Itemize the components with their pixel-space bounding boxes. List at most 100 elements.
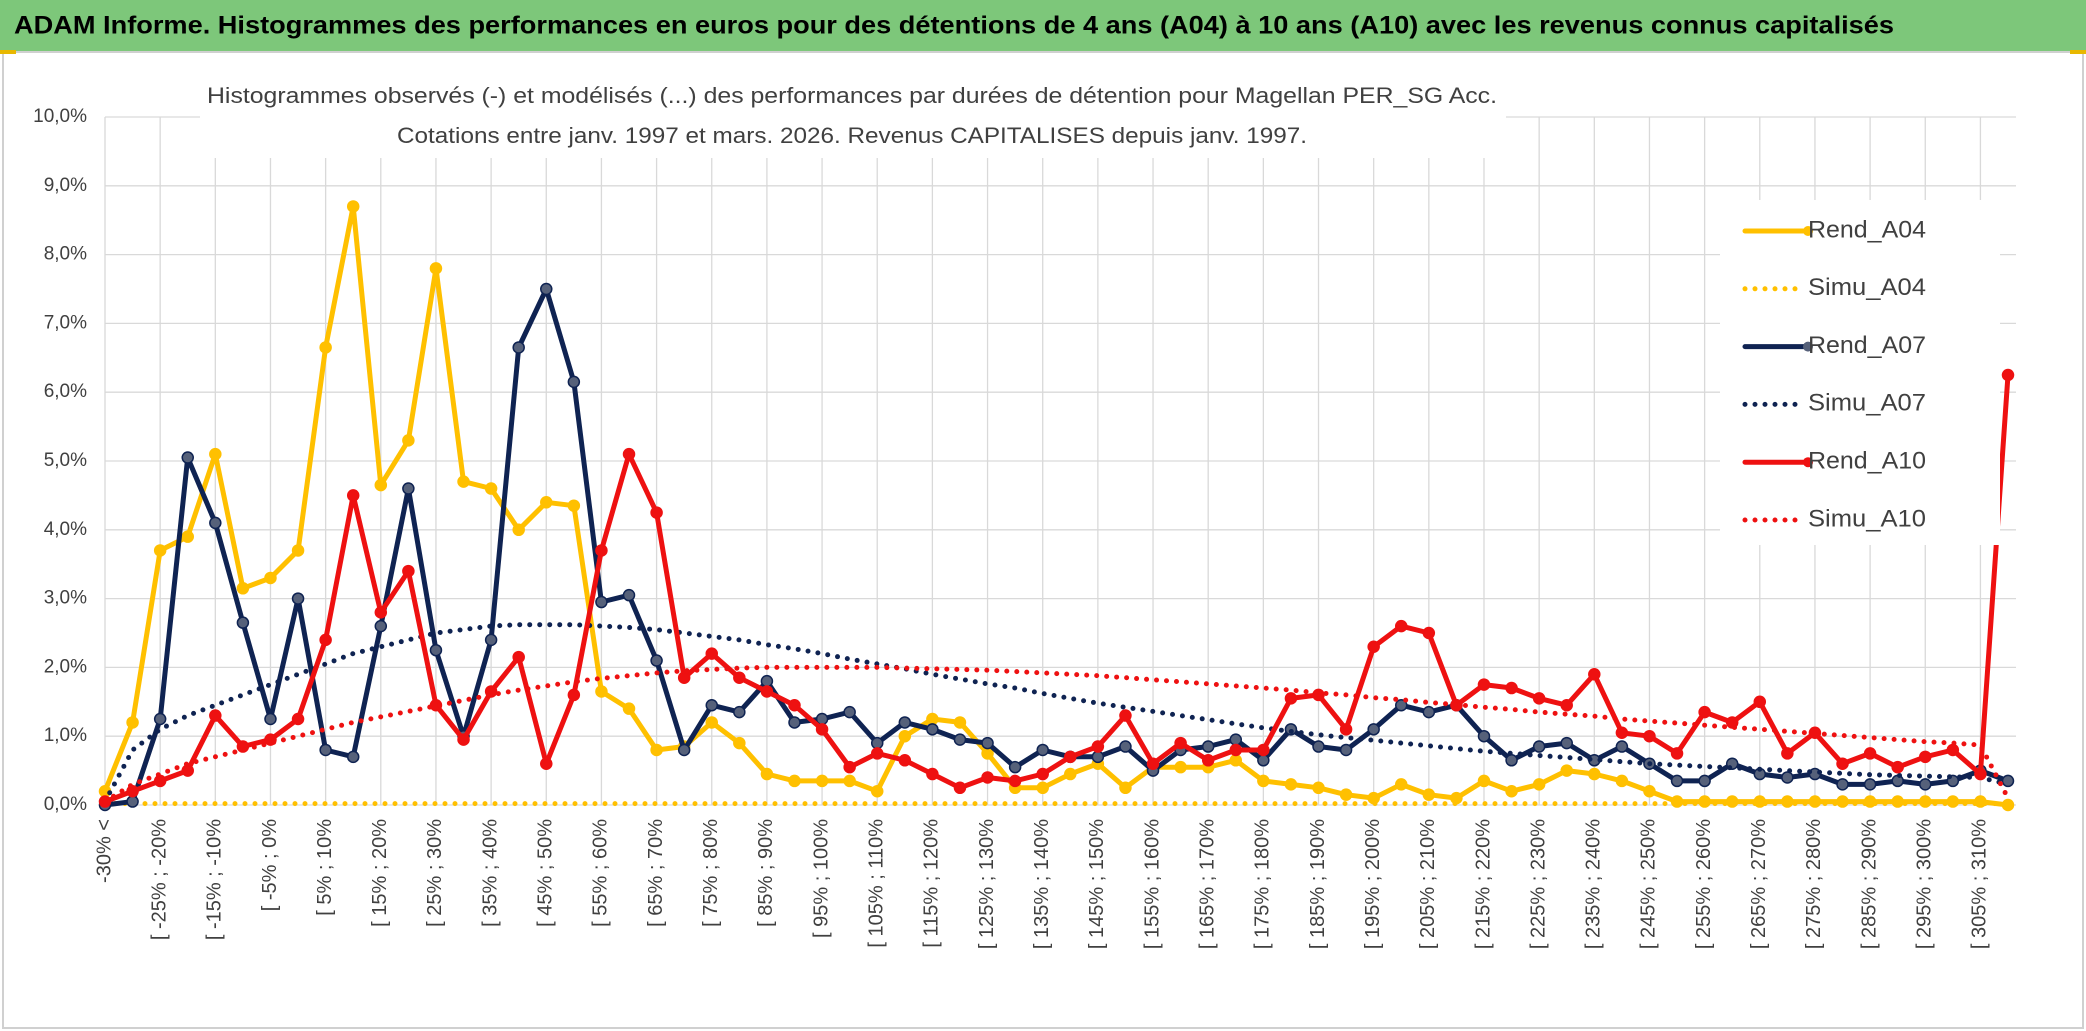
point xyxy=(1201,754,1215,767)
point xyxy=(1532,740,1546,753)
x-tick-label: [ 195% ; 200% xyxy=(1362,819,1384,949)
point xyxy=(1394,698,1408,712)
x-tick-label: [ 245% ; 250% xyxy=(1638,819,1660,949)
point xyxy=(346,200,360,213)
point xyxy=(153,712,167,726)
x-tick-label: [ 285% ; 290% xyxy=(1858,819,1880,949)
point xyxy=(926,723,939,736)
point xyxy=(319,743,332,757)
point xyxy=(429,262,443,275)
point xyxy=(319,633,332,647)
point xyxy=(1146,757,1160,770)
point xyxy=(705,698,719,712)
point xyxy=(1312,740,1325,753)
point xyxy=(1588,767,1601,781)
x-tick-label: [ 75% ; 80% xyxy=(700,819,722,927)
point xyxy=(1588,668,1601,681)
x-tick-label: [ 135% ; 140% xyxy=(1031,819,1053,949)
point xyxy=(540,282,553,296)
point xyxy=(1036,767,1049,781)
point xyxy=(595,544,608,557)
point xyxy=(1615,726,1629,740)
point xyxy=(788,698,801,712)
point xyxy=(898,729,912,743)
y-tick-label: 1,0% xyxy=(44,725,87,746)
point xyxy=(1008,774,1022,788)
point xyxy=(346,750,360,764)
x-tick-label: [ 205% ; 210% xyxy=(1417,819,1439,949)
point xyxy=(1643,784,1656,798)
point xyxy=(567,499,581,512)
point xyxy=(926,712,939,726)
point xyxy=(1394,778,1408,791)
point xyxy=(291,592,305,605)
point xyxy=(126,795,139,808)
point xyxy=(1698,705,1711,719)
point xyxy=(1174,760,1187,774)
x-tick-label: [ 115% ; 120% xyxy=(921,819,943,948)
point xyxy=(402,482,415,495)
point xyxy=(843,760,856,774)
point xyxy=(1367,640,1380,654)
point xyxy=(1477,678,1491,691)
x-tick-label: [ 255% ; 260% xyxy=(1693,819,1715,949)
title-bar xyxy=(0,0,2086,52)
observed-line xyxy=(102,286,2011,808)
x-tick-label: [ -5% ; 0% xyxy=(259,819,281,911)
point xyxy=(1670,774,1684,788)
point xyxy=(788,774,801,788)
point xyxy=(1312,781,1325,795)
point xyxy=(1974,767,1987,781)
point xyxy=(457,475,470,488)
x-tick-label: [ 225% ; 230% xyxy=(1527,819,1549,949)
x-tick-label: [ 25% ; 30% xyxy=(424,819,446,927)
x-tick-label: [ 185% ; 190% xyxy=(1307,819,1329,949)
x-tick-label: [ 165% ; 170% xyxy=(1196,819,1218,949)
point xyxy=(815,723,829,736)
point xyxy=(622,702,636,715)
point xyxy=(1422,626,1436,640)
chart-subtitle: Cotations entre janv. 1997 et mars. 2026… xyxy=(397,123,1307,148)
point xyxy=(374,478,388,492)
point xyxy=(1064,750,1077,764)
point xyxy=(677,671,691,684)
point xyxy=(843,705,856,719)
point xyxy=(1036,781,1049,795)
point xyxy=(1505,784,1518,798)
point xyxy=(733,671,746,684)
point xyxy=(760,767,774,781)
x-tick-label: [ 175% ; 180% xyxy=(1252,819,1274,949)
point xyxy=(512,650,525,664)
point xyxy=(595,685,608,698)
y-tick-label: 3,0% xyxy=(44,588,87,609)
point xyxy=(291,544,305,557)
x-tick-label: [ -15% ; -10% xyxy=(204,819,226,940)
subtitle-background xyxy=(200,76,1506,158)
chart-border xyxy=(2,51,2084,1029)
point xyxy=(181,530,194,543)
point xyxy=(870,736,884,750)
observed-line xyxy=(102,372,2011,805)
legend: Rend_A04 Simu_A04 Rend_A07 Simu_A07 Rend_A10… xyxy=(1742,216,1926,532)
point xyxy=(650,743,663,757)
point xyxy=(1229,743,1243,757)
y-tick-label: 8,0% xyxy=(44,244,87,265)
legend-marker xyxy=(1803,341,1813,352)
point xyxy=(2001,774,2015,788)
point xyxy=(1560,764,1573,777)
point xyxy=(1339,723,1353,736)
point xyxy=(1505,681,1518,695)
legend-label: Rend_A07 xyxy=(1808,332,1926,359)
point xyxy=(1753,695,1767,709)
point xyxy=(1781,771,1794,784)
point xyxy=(2001,368,2015,382)
x-tick-label: [ 15% ; 20% xyxy=(369,819,391,927)
point xyxy=(153,774,167,788)
point xyxy=(1422,788,1436,801)
x-tick-label: [ 305% ; 310% xyxy=(1969,819,1991,949)
x-tick-label: [ 145% ; 150% xyxy=(1086,819,1108,949)
point xyxy=(1532,692,1546,705)
point xyxy=(622,447,636,461)
